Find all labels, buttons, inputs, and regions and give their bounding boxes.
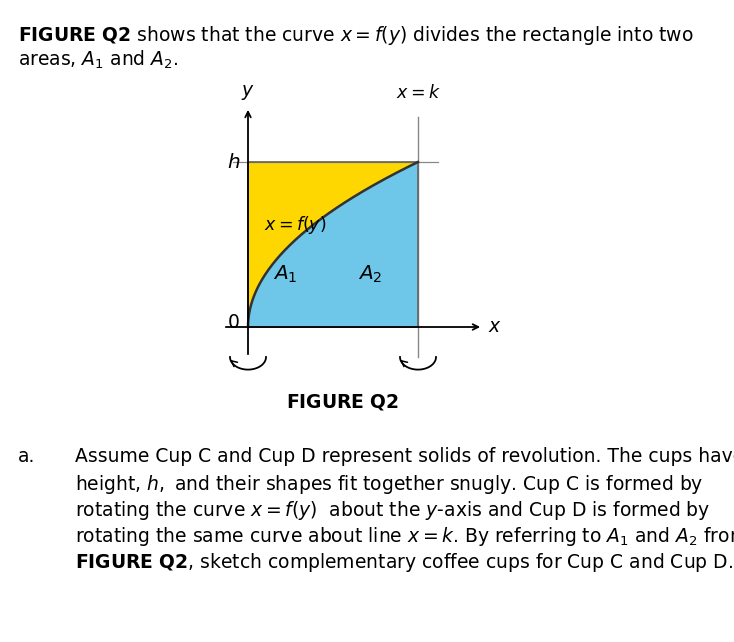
Text: $\mathbf{FIGURE\ Q2}$: $\mathbf{FIGURE\ Q2}$ bbox=[286, 392, 399, 412]
Polygon shape bbox=[248, 162, 418, 327]
Text: $A_1$: $A_1$ bbox=[273, 264, 297, 285]
Text: a.: a. bbox=[18, 447, 35, 466]
Text: $x = k$: $x = k$ bbox=[396, 84, 440, 102]
Text: $0$: $0$ bbox=[228, 313, 240, 333]
Text: $x = f(y)$: $x = f(y)$ bbox=[264, 214, 327, 236]
Text: areas, $A_1$ and $A_2$.: areas, $A_1$ and $A_2$. bbox=[18, 49, 178, 71]
Text: $y$: $y$ bbox=[241, 83, 255, 102]
Text: Assume Cup C and Cup D represent solids of revolution. The cups have: Assume Cup C and Cup D represent solids … bbox=[75, 447, 734, 466]
Text: $A_2$: $A_2$ bbox=[358, 264, 382, 285]
Text: $h$: $h$ bbox=[227, 153, 240, 171]
Text: rotating the same curve about line $x = k$. By referring to $A_1$ and $A_2$ from: rotating the same curve about line $x = … bbox=[75, 525, 734, 548]
Text: height, $h,$ and their shapes fit together snugly. Cup C is formed by: height, $h,$ and their shapes fit togeth… bbox=[75, 473, 704, 496]
Text: $x$: $x$ bbox=[488, 318, 502, 336]
Text: $\mathbf{FIGURE\ Q2}$, sketch complementary coffee cups for Cup C and Cup D.: $\mathbf{FIGURE\ Q2}$, sketch complement… bbox=[75, 551, 733, 574]
Polygon shape bbox=[248, 162, 418, 327]
Text: rotating the curve $x = f(y)$  about the $y$-axis and Cup D is formed by: rotating the curve $x = f(y)$ about the … bbox=[75, 499, 711, 522]
Text: $\mathbf{FIGURE\ Q2}$ shows that the curve $x = f(y)$ divides the rectangle into: $\mathbf{FIGURE\ Q2}$ shows that the cur… bbox=[18, 24, 694, 47]
